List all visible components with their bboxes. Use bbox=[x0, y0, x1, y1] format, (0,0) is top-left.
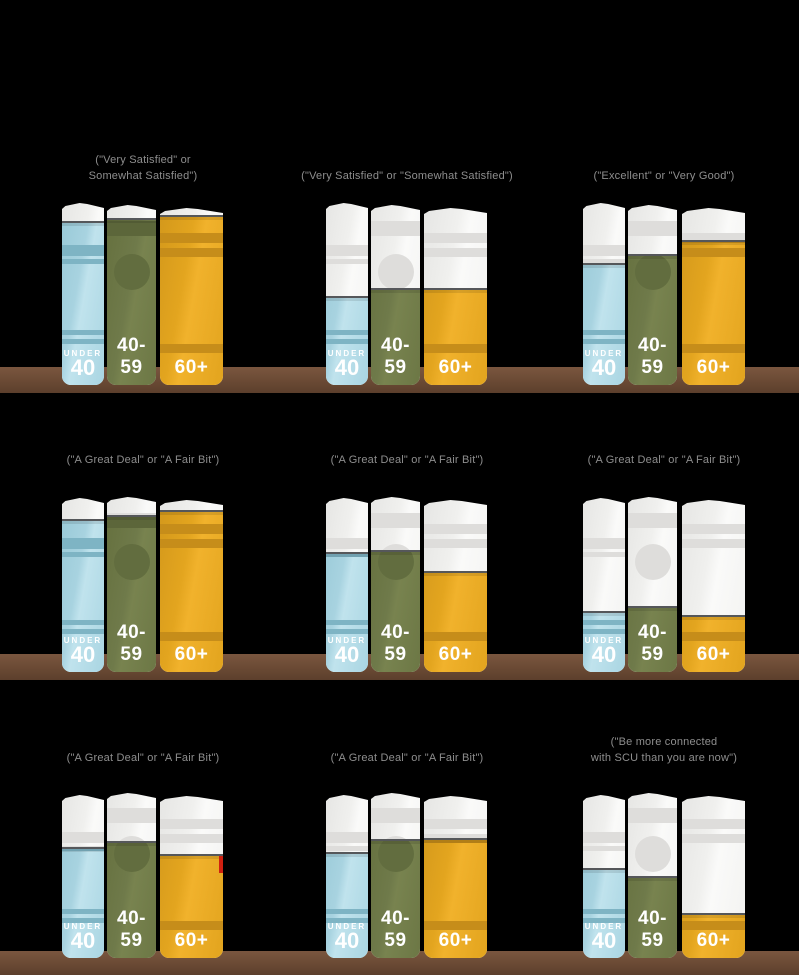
book-label: 40-59 bbox=[381, 908, 410, 951]
book-fill bbox=[326, 852, 368, 958]
book-40-59: 40-59 bbox=[371, 793, 420, 958]
panel-caption-1: ("Very Satisfied" or Somewhat Satisfied") bbox=[88, 154, 198, 182]
book-label: 60+ bbox=[696, 357, 731, 378]
bookshelf-row-1: UNDER 40 40-59 60+ UNDER 40 40-59 60+ bbox=[0, 195, 799, 393]
book-fill bbox=[682, 239, 745, 385]
book-fill bbox=[107, 514, 156, 672]
book-label: UNDER 40 bbox=[584, 636, 624, 667]
book-label: 40-59 bbox=[117, 908, 146, 951]
book-fill bbox=[62, 221, 104, 385]
book-label: 60+ bbox=[438, 930, 473, 951]
book-fill bbox=[583, 868, 625, 958]
book-40-59: 40-59 bbox=[107, 497, 156, 672]
book-label: UNDER 40 bbox=[327, 349, 367, 380]
book-label: 60+ bbox=[174, 357, 209, 378]
book-fill bbox=[326, 551, 368, 672]
book-60-plus: 60+ bbox=[424, 208, 487, 385]
book-under-40: UNDER 40 bbox=[326, 203, 368, 385]
book-60-plus: 60+ bbox=[160, 796, 223, 958]
book-label: 40-59 bbox=[638, 335, 667, 378]
book-label: 60+ bbox=[174, 644, 209, 665]
book-60-plus: 60+ bbox=[424, 500, 487, 672]
book-label: 40-59 bbox=[117, 335, 146, 378]
book-60-plus: 60+ bbox=[682, 500, 745, 672]
book-label: 40-59 bbox=[638, 622, 667, 665]
book-label: 40-59 bbox=[117, 622, 146, 665]
book-label: UNDER 40 bbox=[63, 349, 103, 380]
book-label: 60+ bbox=[438, 357, 473, 378]
book-fill bbox=[107, 840, 156, 958]
book-fill bbox=[682, 912, 745, 958]
book-fill bbox=[160, 854, 223, 958]
book-under-40: UNDER 40 bbox=[62, 498, 104, 672]
book-60-plus: 60+ bbox=[682, 208, 745, 385]
book-60-plus: 60+ bbox=[424, 796, 487, 958]
book-under-40: UNDER 40 bbox=[62, 795, 104, 958]
book-label: UNDER 40 bbox=[63, 922, 103, 953]
book-fill bbox=[160, 215, 223, 385]
book-label: 60+ bbox=[174, 930, 209, 951]
bookshelf-row-3: UNDER 40 40-59 60+ UNDER 40 40-59 60+ bbox=[0, 777, 799, 975]
book-40-59: 40-59 bbox=[107, 793, 156, 958]
book-fill bbox=[371, 549, 420, 672]
book-label: 40-59 bbox=[638, 908, 667, 951]
book-40-59: 40-59 bbox=[371, 497, 420, 672]
book-label: UNDER 40 bbox=[327, 922, 367, 953]
book-fill bbox=[326, 295, 368, 385]
panel-caption-5: ("A Great Deal" or "A Fair Bit") bbox=[330, 453, 484, 466]
book-fill bbox=[62, 518, 104, 672]
panel-caption-3: ("Excellent" or "Very Good") bbox=[593, 169, 735, 182]
panel-caption-2: ("Very Satisfied" or "Somewhat Satisfied… bbox=[301, 169, 513, 182]
book-label: 40-59 bbox=[381, 622, 410, 665]
book-label: 60+ bbox=[696, 644, 731, 665]
book-under-40: UNDER 40 bbox=[583, 795, 625, 958]
book-under-40: UNDER 40 bbox=[583, 203, 625, 385]
book-fill bbox=[682, 615, 745, 672]
book-fill bbox=[628, 253, 677, 385]
panel-caption-7: ("A Great Deal" or "A Fair Bit") bbox=[66, 751, 220, 764]
book-fill bbox=[628, 605, 677, 672]
book-40-59: 40-59 bbox=[628, 205, 677, 385]
book-40-59: 40-59 bbox=[628, 793, 677, 958]
book-fill bbox=[424, 838, 487, 958]
book-fill bbox=[583, 263, 625, 385]
panel-caption-9: ("Be more connected with SCU than you are… bbox=[590, 736, 738, 764]
book-under-40: UNDER 40 bbox=[62, 203, 104, 385]
panel-caption-8: ("A Great Deal" or "A Fair Bit") bbox=[330, 751, 484, 764]
book-label: 60+ bbox=[438, 644, 473, 665]
book-fill bbox=[371, 839, 420, 958]
book-60-plus: 60+ bbox=[160, 208, 223, 385]
book-40-59: 40-59 bbox=[371, 205, 420, 385]
book-label: UNDER 40 bbox=[327, 636, 367, 667]
book-label: UNDER 40 bbox=[63, 636, 103, 667]
book-fill bbox=[628, 875, 677, 958]
book-fill bbox=[424, 570, 487, 672]
book-label: 40-59 bbox=[381, 335, 410, 378]
red-bookmark-ribbon bbox=[219, 855, 223, 873]
panel-caption-6: ("A Great Deal" or "A Fair Bit") bbox=[587, 453, 741, 466]
book-fill bbox=[62, 847, 104, 958]
book-fill bbox=[107, 217, 156, 385]
book-60-plus: 60+ bbox=[682, 796, 745, 958]
book-under-40: UNDER 40 bbox=[326, 795, 368, 958]
book-40-59: 40-59 bbox=[107, 205, 156, 385]
book-fill bbox=[583, 611, 625, 672]
book-label: UNDER 40 bbox=[584, 922, 624, 953]
panel-caption-4: ("A Great Deal" or "A Fair Bit") bbox=[66, 453, 220, 466]
book-under-40: UNDER 40 bbox=[583, 498, 625, 672]
book-label: UNDER 40 bbox=[584, 349, 624, 380]
book-60-plus: 60+ bbox=[160, 500, 223, 672]
book-40-59: 40-59 bbox=[628, 497, 677, 672]
book-label: 60+ bbox=[696, 930, 731, 951]
book-fill bbox=[371, 287, 420, 385]
book-fill bbox=[160, 510, 223, 672]
book-under-40: UNDER 40 bbox=[326, 498, 368, 672]
book-fill bbox=[424, 287, 487, 385]
bookshelf-row-2: UNDER 40 40-59 60+ UNDER 40 40-59 60+ bbox=[0, 482, 799, 680]
